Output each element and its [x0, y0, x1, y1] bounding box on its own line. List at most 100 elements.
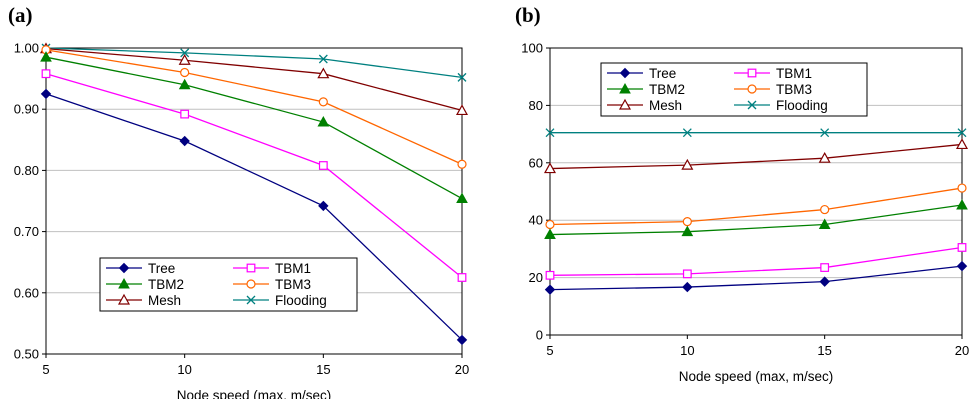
series-line — [45, 47, 463, 112]
data-point — [180, 48, 190, 58]
legend-label: Flooding — [776, 98, 828, 113]
y-tick-label: 0 — [536, 328, 543, 343]
data-point — [543, 162, 557, 174]
data-point — [41, 69, 51, 79]
data-point — [456, 192, 468, 204]
data-point-stroke-2 — [545, 128, 555, 138]
x-tick-label: 5 — [546, 343, 553, 358]
legend-label: TBM2 — [148, 277, 184, 292]
data-point — [955, 138, 969, 150]
x-tick-label: 20 — [955, 343, 969, 358]
y-tick-label: 80 — [529, 98, 543, 113]
chart-panel-a: (a) 0.50 0.60 0.70 0.80 0.90 1.00 5 10 15 20 Node s… — [8, 3, 469, 399]
series-tbm3 — [545, 183, 967, 230]
x-axis-label: Node speed (max, m/sec) — [679, 369, 834, 384]
data-point — [682, 269, 692, 279]
y-tick-label: 60 — [529, 155, 543, 170]
legend-entry-tbm3: TBM3 — [233, 277, 311, 292]
series-flooding — [545, 128, 967, 138]
legend-label: TBM2 — [649, 82, 685, 97]
chart-panel-b: (b) 0 20 40 60 80 100 5 10 15 20 Node speed (max, m… — [515, 3, 969, 384]
legend: Tree TBM1 TBM2 TBM3 Mesh Flooding — [600, 62, 868, 117]
data-point — [457, 273, 467, 282]
data-point — [956, 198, 968, 210]
data-point-stroke-2 — [457, 72, 467, 82]
legend-marker — [747, 100, 757, 110]
data-point-stroke-2 — [820, 128, 830, 138]
legend-label: Tree — [148, 261, 175, 276]
data-point — [318, 200, 329, 212]
data-point-stroke-2 — [682, 128, 692, 138]
data-point — [180, 109, 190, 119]
data-point — [455, 104, 469, 116]
series-line — [549, 265, 963, 291]
data-point — [819, 276, 830, 287]
data-point — [180, 67, 190, 78]
legend: Tree TBM1 TBM2 TBM3 Mesh Flooding — [99, 257, 358, 312]
data-point-stroke-2 — [318, 54, 328, 64]
legend-marker — [118, 277, 130, 289]
series-tbm2 — [40, 51, 468, 204]
legend-entry-tbm1: TBM1 — [734, 66, 812, 81]
data-point — [681, 158, 694, 170]
data-point — [544, 284, 556, 295]
x-tick-label: 15 — [817, 343, 831, 358]
series-tree — [40, 88, 468, 346]
data-point — [818, 218, 831, 230]
y-tick-label: 0.50 — [14, 347, 39, 362]
legend-marker — [246, 279, 256, 289]
x-tick-label: 20 — [455, 362, 469, 377]
legend-entry-tbm2: TBM2 — [607, 82, 685, 97]
series-line — [549, 187, 963, 226]
data-point — [457, 159, 467, 169]
data-point — [682, 128, 692, 138]
legend-marker — [747, 84, 757, 94]
data-point — [957, 183, 967, 193]
y-tick-label: 0.70 — [14, 224, 39, 239]
data-point — [457, 72, 467, 82]
y-tick-label: 20 — [529, 270, 543, 285]
y-tick-label: 1.00 — [14, 41, 39, 56]
data-point — [456, 334, 468, 346]
series-line — [45, 93, 463, 341]
legend-entry-flooding: Flooding — [734, 98, 828, 113]
legend-marker — [619, 67, 631, 79]
data-point — [681, 225, 694, 237]
data-point — [545, 270, 555, 280]
data-point — [178, 54, 191, 65]
y-tick-label: 100 — [521, 41, 543, 56]
data-point — [820, 263, 830, 272]
data-point — [40, 88, 52, 100]
legend-entry-tree: Tree — [106, 261, 175, 276]
legend-entry-tbm1: TBM1 — [233, 261, 311, 276]
y-tick-label: 40 — [529, 213, 543, 228]
data-point — [318, 97, 328, 107]
x-tick-label: 10 — [680, 343, 694, 358]
data-point — [318, 54, 328, 64]
legend-label: TBM3 — [275, 277, 311, 292]
legend-label: Mesh — [649, 98, 682, 113]
data-point — [318, 161, 328, 170]
series-tbm2 — [544, 198, 968, 240]
legend-entry-tbm2: TBM2 — [106, 277, 184, 292]
legend-marker — [246, 263, 256, 273]
data-point — [545, 219, 555, 230]
series-flooding — [41, 43, 467, 82]
legend-label: TBM1 — [275, 261, 311, 276]
y-tick-label: 0.60 — [14, 285, 39, 300]
legend-entry-mesh: Mesh — [607, 98, 682, 113]
legend-entry-mesh: Mesh — [106, 293, 181, 308]
x-tick-label: 10 — [177, 362, 191, 377]
data-point — [818, 151, 831, 163]
y-tick-label: 0.90 — [14, 102, 39, 117]
legend-marker-stroke-2 — [246, 295, 256, 305]
series-tbm1 — [41, 69, 467, 282]
data-point — [957, 243, 967, 252]
legend-marker — [747, 68, 757, 78]
legend-marker-stroke-2 — [747, 100, 757, 110]
series-line — [549, 143, 963, 170]
panel-label: (b) — [515, 3, 541, 27]
legend-marker — [619, 82, 631, 94]
data-point — [956, 260, 968, 272]
